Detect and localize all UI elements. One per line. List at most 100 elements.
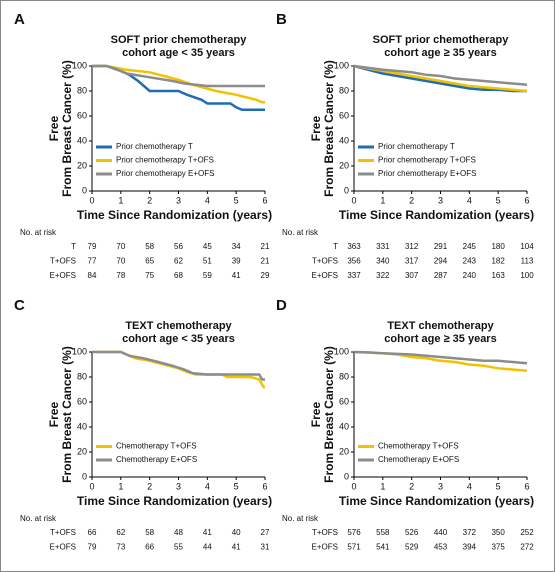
risk-count: 180 xyxy=(491,242,505,251)
risk-count: 252 xyxy=(520,528,534,537)
risk-count: 372 xyxy=(463,528,477,537)
risk-count: 55 xyxy=(174,543,183,552)
chart-title: cohort age ≥ 35 years xyxy=(384,47,496,59)
x-tick-label: 1 xyxy=(380,481,385,491)
risk-count: 571 xyxy=(347,543,361,552)
y-tick-label: 20 xyxy=(339,446,349,456)
risk-count: 58 xyxy=(145,528,154,537)
risk-count: 240 xyxy=(463,271,477,280)
x-tick-label: 5 xyxy=(496,195,501,205)
risk-count: 70 xyxy=(116,242,125,251)
panel-letter: B xyxy=(276,11,287,28)
x-tick-label: 3 xyxy=(176,195,181,205)
risk-count: 287 xyxy=(434,271,448,280)
risk-count: 526 xyxy=(405,528,419,537)
x-tick-label: 3 xyxy=(438,195,443,205)
x-axis-label: Time Since Randomization (years) xyxy=(77,494,272,508)
y-axis-label: From Breast Cancer (%) xyxy=(60,346,74,483)
y-tick-label: 60 xyxy=(77,110,87,120)
chart-title: SOFT prior chemotherapy xyxy=(373,34,510,46)
risk-count: 51 xyxy=(203,257,212,266)
x-tick-label: 1 xyxy=(118,481,123,491)
chart-title: cohort age < 35 years xyxy=(122,47,235,59)
risk-count: 73 xyxy=(116,543,125,552)
risk-count: 312 xyxy=(405,242,419,251)
x-tick-label: 0 xyxy=(89,195,94,205)
risk-count: 62 xyxy=(174,257,183,266)
risk-row-label: T xyxy=(333,242,338,251)
risk-count: 59 xyxy=(203,271,212,280)
risk-count: 322 xyxy=(376,271,390,280)
y-tick-label: 0 xyxy=(344,471,349,481)
risk-count: 79 xyxy=(88,242,97,251)
chart-title: cohort age < 35 years xyxy=(122,333,235,345)
risk-count: 317 xyxy=(405,257,419,266)
y-tick-label: 80 xyxy=(339,371,349,381)
risk-count: 541 xyxy=(376,543,390,552)
risk-count: 79 xyxy=(88,543,97,552)
risk-count: 41 xyxy=(203,528,212,537)
risk-count: 21 xyxy=(261,257,270,266)
risk-count: 77 xyxy=(88,257,97,266)
risk-count: 41 xyxy=(232,271,241,280)
y-tick-label: 100 xyxy=(334,60,349,70)
y-tick-label: 60 xyxy=(339,110,349,120)
risk-count: 34 xyxy=(232,242,241,251)
risk-count: 182 xyxy=(491,257,505,266)
risk-row-label: E+OFS xyxy=(50,543,76,552)
panel-letter: C xyxy=(14,297,25,314)
risk-count: 21 xyxy=(261,242,270,251)
panel-letter: D xyxy=(276,297,287,314)
chart-title: SOFT prior chemotherapy xyxy=(111,34,248,46)
survival-curve xyxy=(92,350,265,389)
y-tick-label: 100 xyxy=(334,346,349,356)
risk-count: 104 xyxy=(520,242,534,251)
x-tick-label: 3 xyxy=(176,481,181,491)
y-tick-label: 0 xyxy=(344,185,349,195)
y-tick-label: 40 xyxy=(77,135,87,145)
legend-label: Prior chemotherapy E+OFS xyxy=(378,169,476,178)
risk-count: 576 xyxy=(347,528,361,537)
risk-count: 245 xyxy=(463,242,477,251)
chart-title: cohort age ≥ 35 years xyxy=(384,333,496,345)
risk-count: 44 xyxy=(203,543,212,552)
y-tick-label: 60 xyxy=(77,396,87,406)
y-tick-label: 20 xyxy=(77,446,87,456)
risk-table-title: No. at risk xyxy=(20,228,57,237)
risk-count: 337 xyxy=(347,271,361,280)
survival-curve xyxy=(353,64,527,93)
risk-count: 350 xyxy=(491,528,505,537)
y-tick-label: 0 xyxy=(82,471,87,481)
legend-label: Prior chemotherapy T+OFS xyxy=(116,156,214,165)
y-tick-label: 80 xyxy=(77,371,87,381)
risk-count: 78 xyxy=(116,271,125,280)
x-tick-label: 3 xyxy=(438,481,443,491)
survival-curve xyxy=(92,350,265,381)
legend-label: Prior chemotherapy E+OFS xyxy=(116,169,214,178)
y-axis-label: Free xyxy=(309,402,323,428)
y-tick-label: 80 xyxy=(339,85,349,95)
risk-count: 62 xyxy=(116,528,125,537)
y-tick-label: 80 xyxy=(77,85,87,95)
y-axis-label: From Breast Cancer (%) xyxy=(322,346,336,483)
survival-curve xyxy=(353,350,528,365)
legend-label: Prior chemotherapy T xyxy=(116,142,193,151)
y-axis-label: From Breast Cancer (%) xyxy=(60,60,74,197)
risk-row-label: T+OFS xyxy=(50,257,76,266)
risk-table-title: No. at risk xyxy=(282,514,319,523)
legend-label: Chemotherapy E+OFS xyxy=(116,455,197,464)
risk-count: 58 xyxy=(145,242,154,251)
y-tick-label: 40 xyxy=(339,135,349,145)
risk-count: 41 xyxy=(232,543,241,552)
x-tick-label: 2 xyxy=(409,481,414,491)
risk-count: 394 xyxy=(463,543,477,552)
risk-count: 66 xyxy=(88,528,97,537)
risk-row-label: T+OFS xyxy=(312,528,338,537)
risk-count: 65 xyxy=(145,257,154,266)
risk-count: 113 xyxy=(521,257,534,266)
chart-title: TEXT chemotherapy xyxy=(387,320,494,332)
legend-label: Chemotherapy E+OFS xyxy=(378,455,459,464)
risk-count: 375 xyxy=(491,543,505,552)
risk-row-label: T xyxy=(71,242,76,251)
